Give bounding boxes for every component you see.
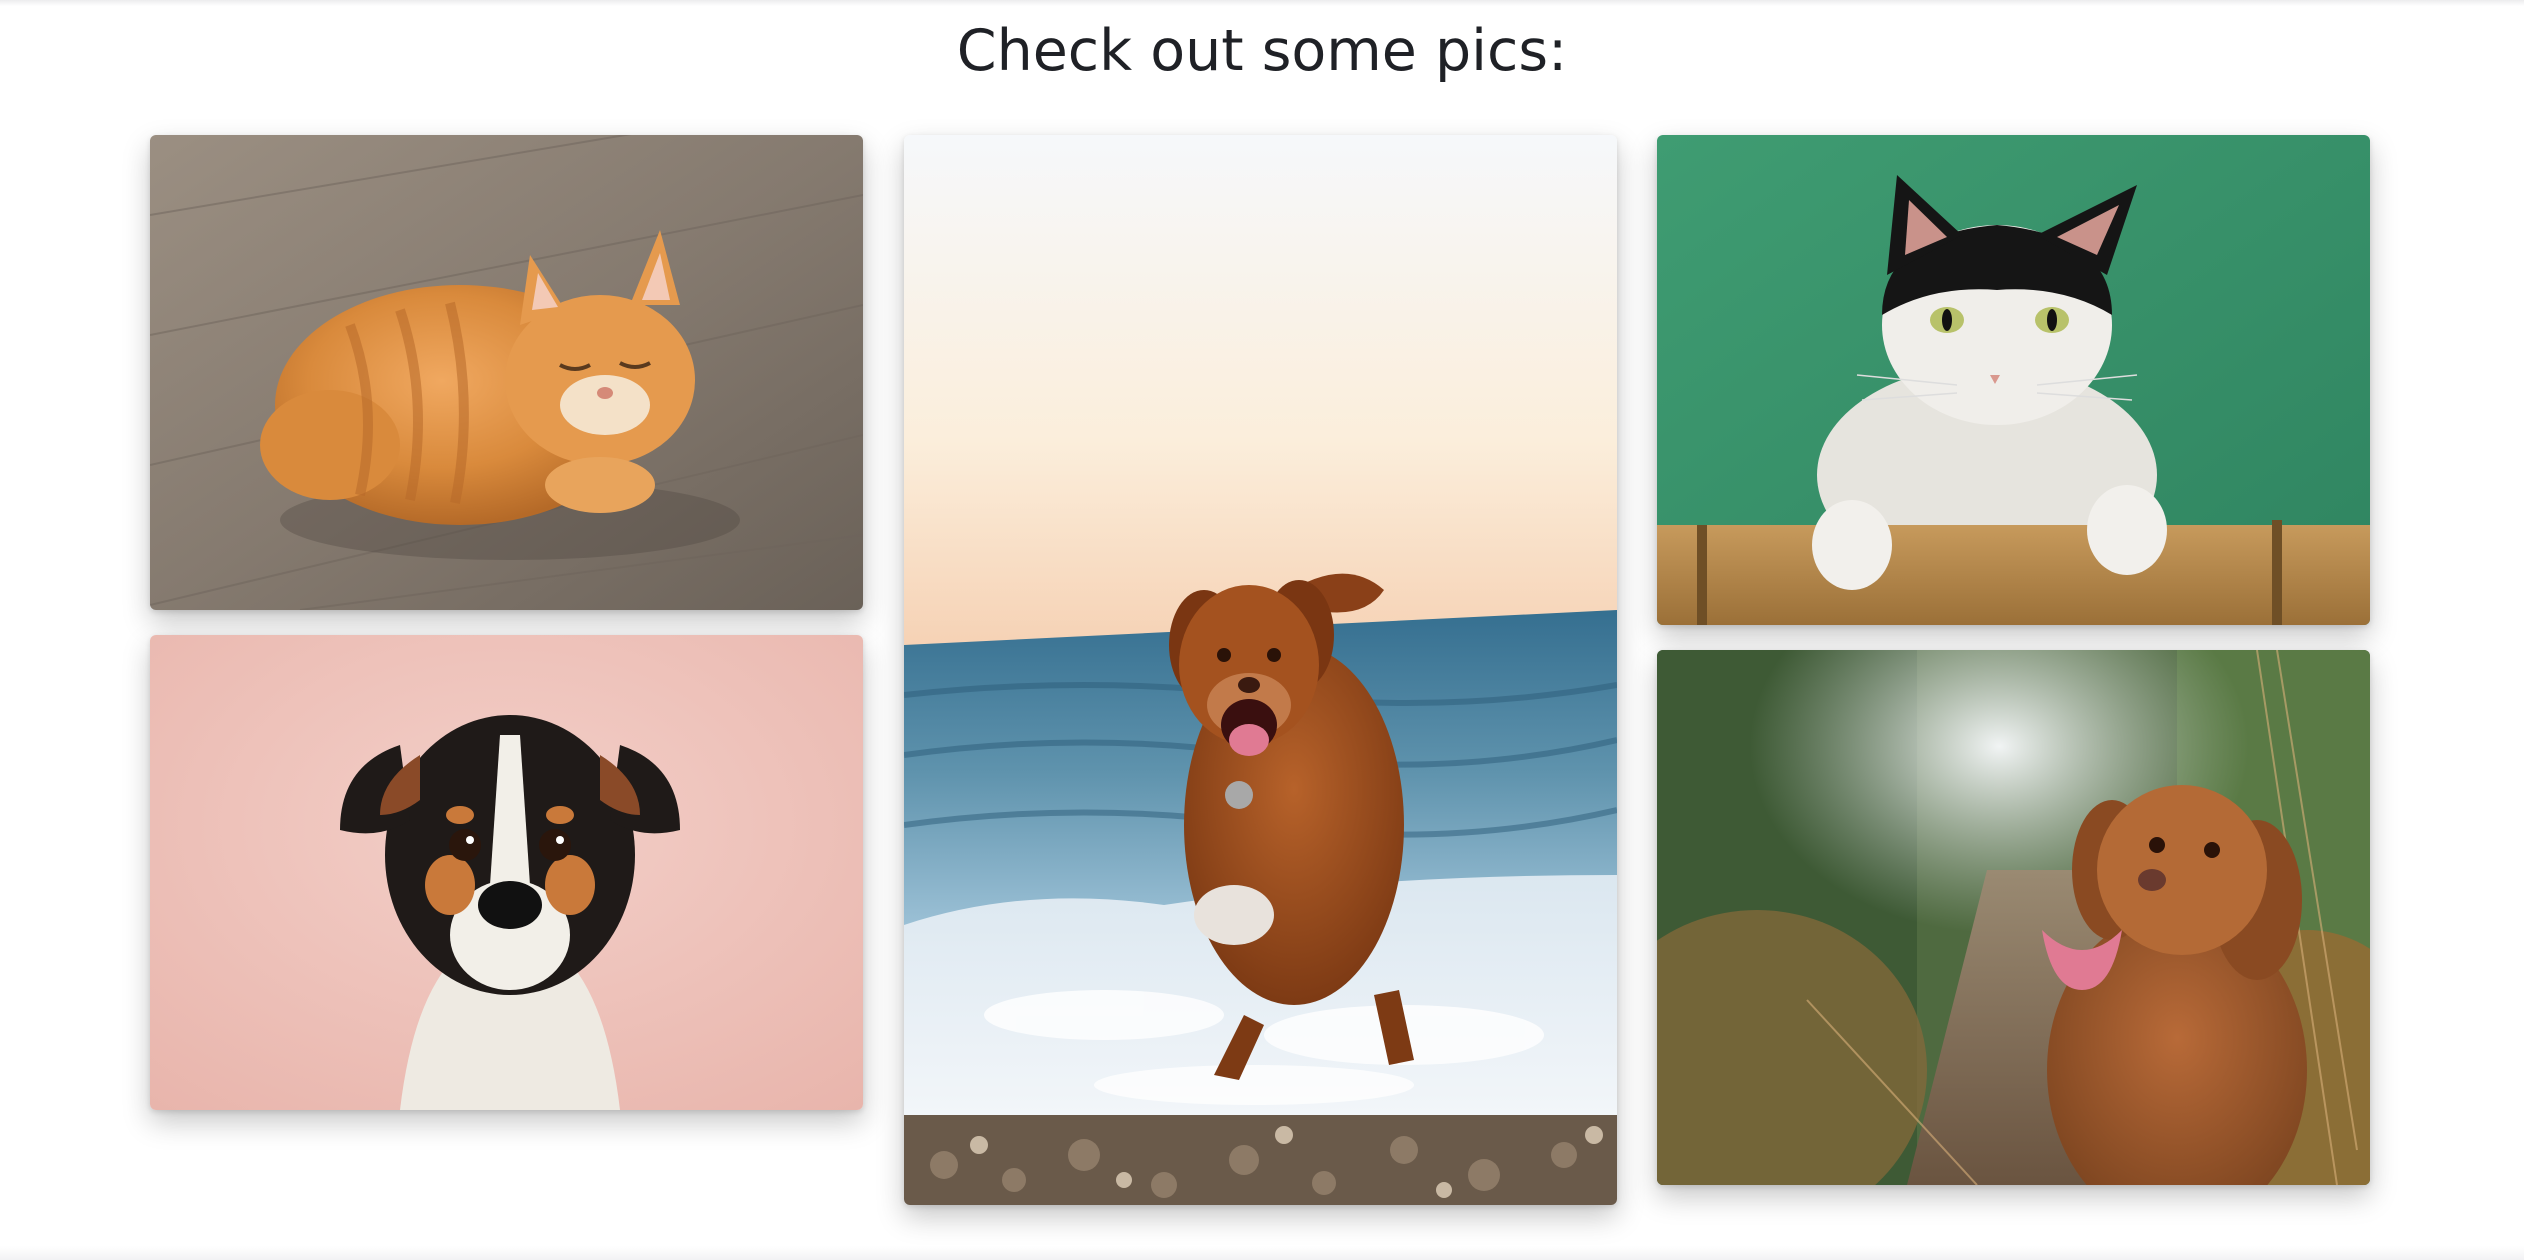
bottom-edge	[0, 1246, 2524, 1260]
page-heading: Check out some pics:	[956, 18, 1568, 84]
top-edge	[0, 0, 2524, 6]
gallery-image-forest-dog[interactable]	[1657, 650, 2370, 1185]
beach-dog-image	[904, 135, 1617, 1205]
terrier-puppy-image	[150, 635, 863, 1110]
gallery-image-beach-dog[interactable]	[904, 135, 1617, 1205]
gallery-image-tuxedo-cat[interactable]	[1657, 135, 2370, 625]
forest-dog-image	[1657, 650, 2370, 1185]
tuxedo-cat-image	[1657, 135, 2370, 625]
gallery-image-terrier-puppy[interactable]	[150, 635, 863, 1110]
orange-cat-image	[150, 135, 863, 610]
gallery-image-orange-cat[interactable]	[150, 135, 863, 610]
